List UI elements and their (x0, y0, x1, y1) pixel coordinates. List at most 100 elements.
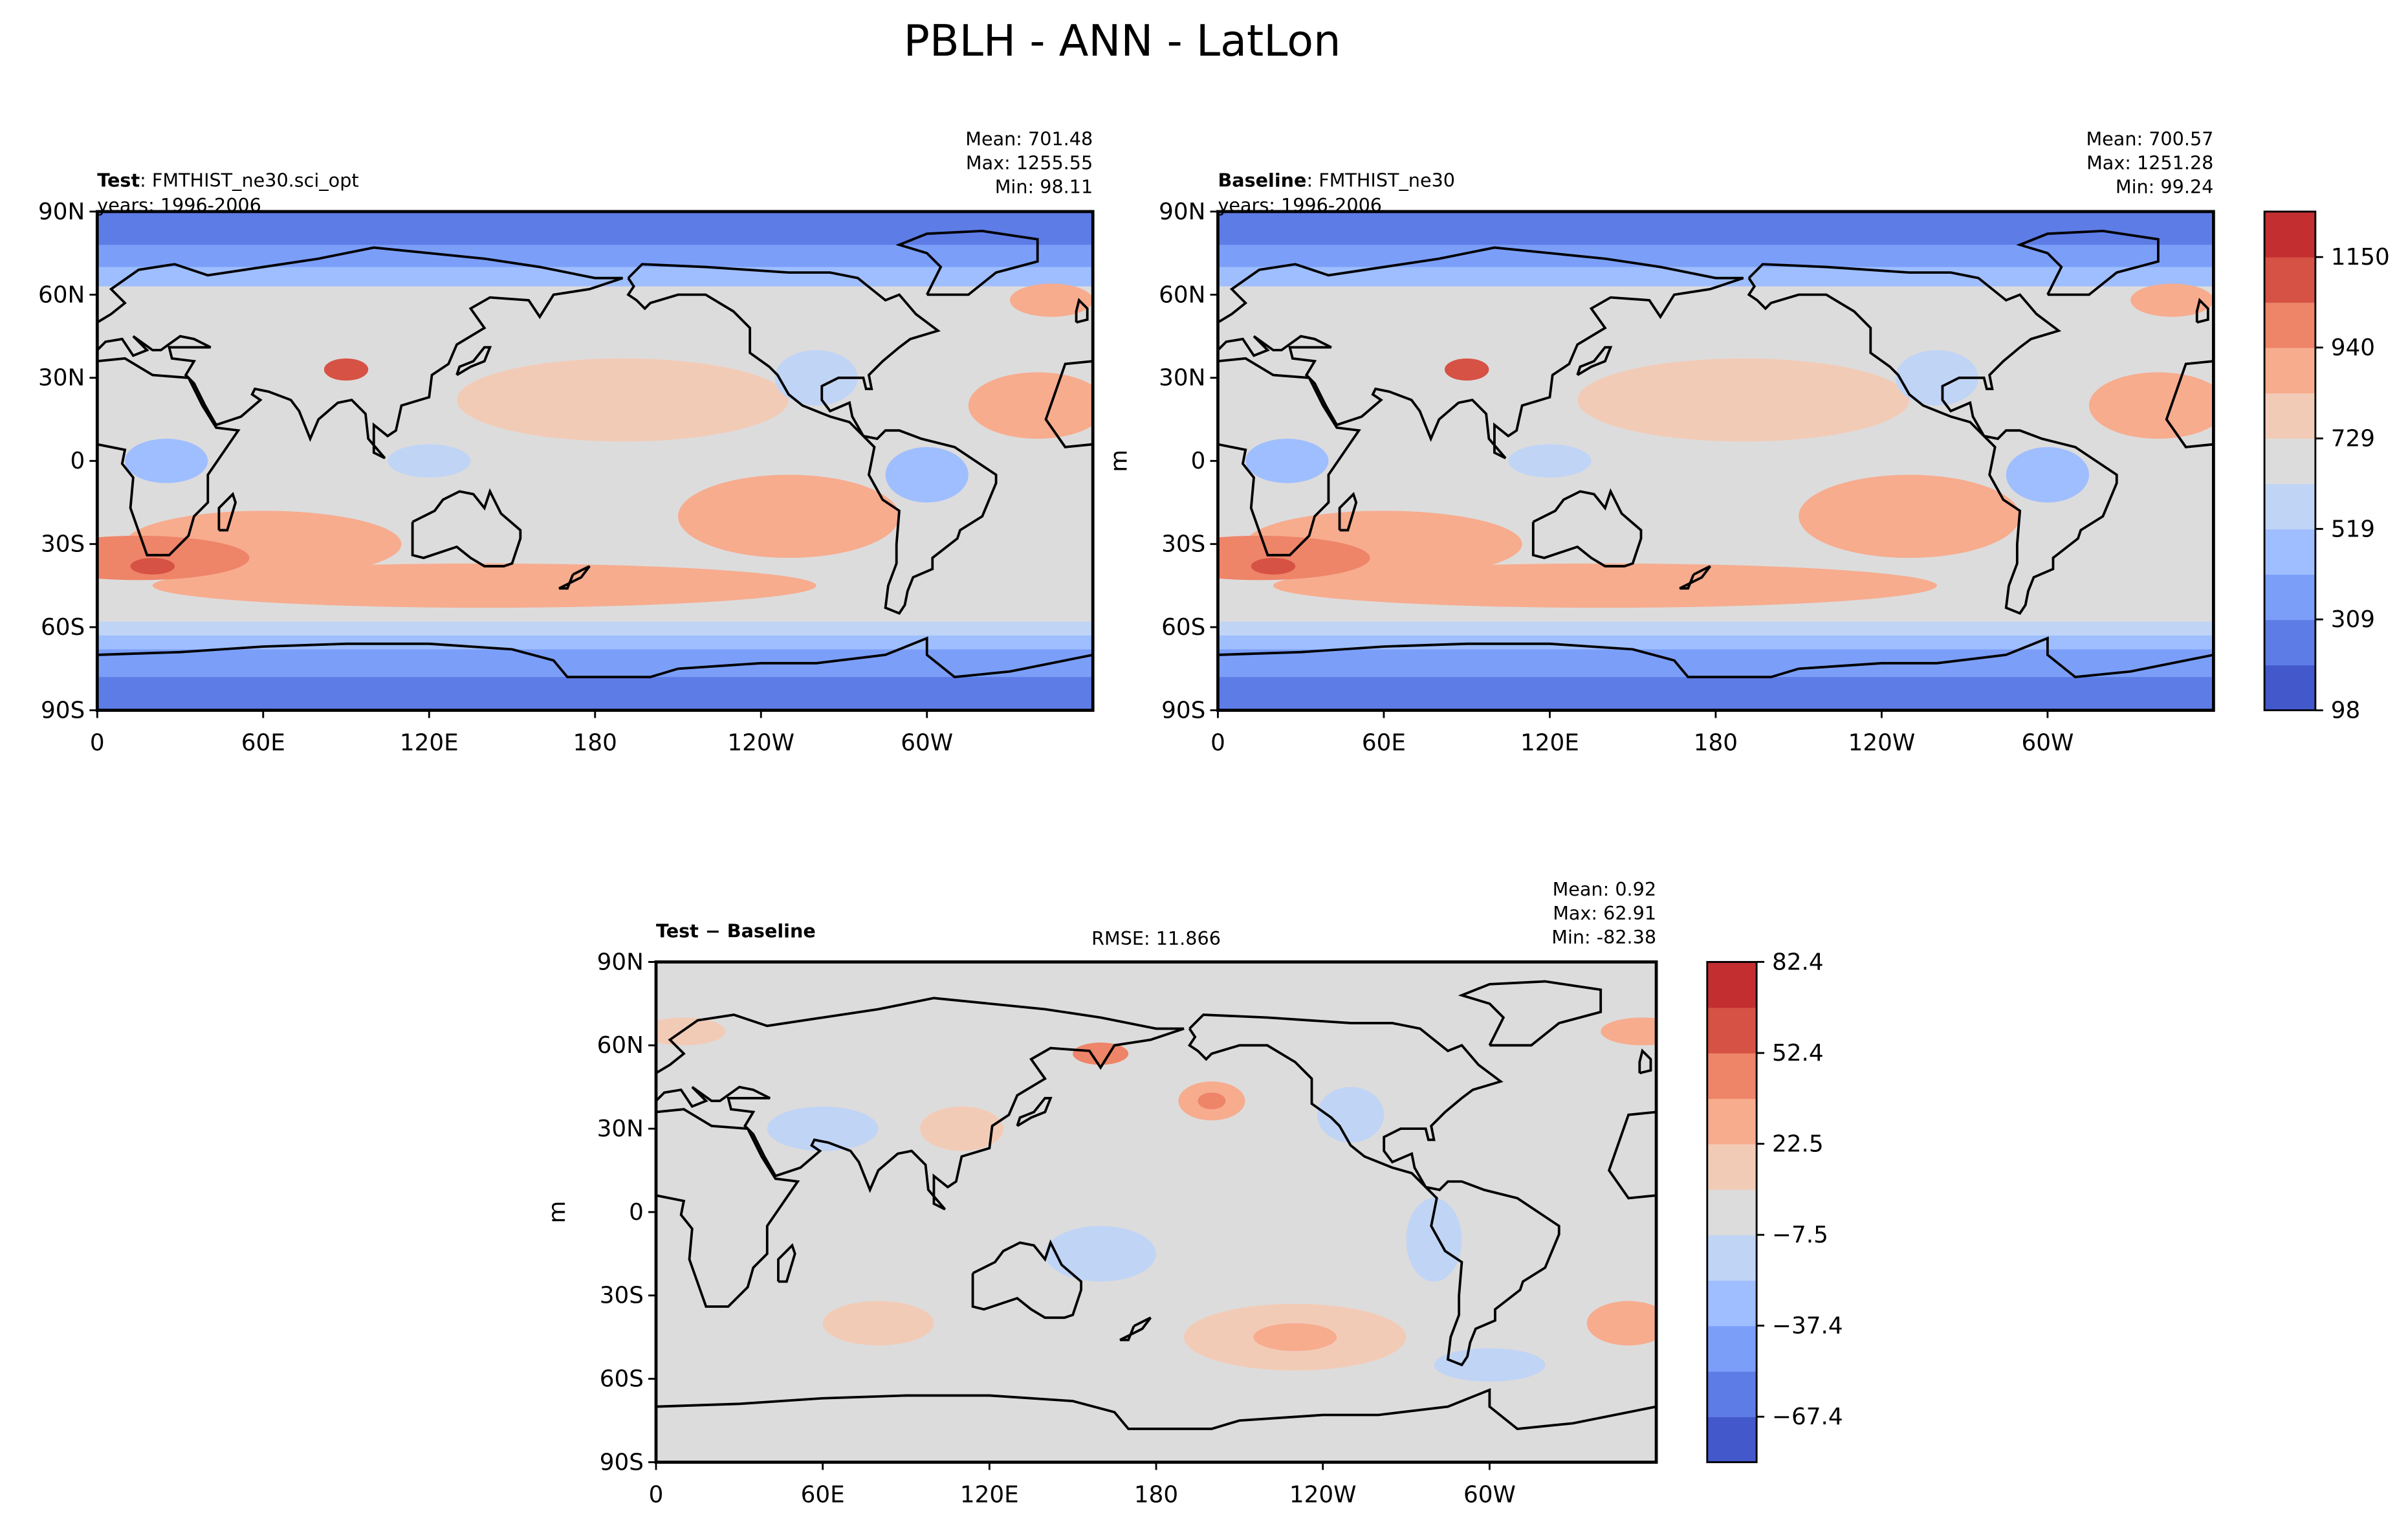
coastline (411, 488, 522, 568)
colorbar-band (2264, 665, 2315, 711)
colorbar-band (2264, 393, 2315, 439)
colorbar-band (1707, 962, 1757, 1008)
coastline (1531, 488, 1643, 568)
colorbar-tick-label: −37.4 (1772, 1312, 1843, 1339)
coastline (656, 1388, 1657, 1430)
coastline (777, 1242, 796, 1283)
field-blob (1577, 358, 1910, 442)
colorbar-tick-label: 729 (2331, 425, 2375, 452)
colorbar-band (2264, 438, 2315, 484)
colorbar-band (2264, 483, 2315, 530)
coastline (1218, 636, 2214, 679)
y-tick-label: 90N (38, 199, 85, 225)
coastline (656, 1108, 800, 1308)
field-blob (1434, 1348, 1546, 1382)
y-tick-label: 0 (629, 1199, 644, 1226)
x-tick-label: 180 (1134, 1482, 1178, 1508)
map-field (1218, 211, 2214, 711)
map-stat: Mean: 701.48 (965, 127, 1093, 149)
map-label: Test − Baseline (656, 920, 816, 942)
colorbar-tick-label: 309 (2331, 606, 2375, 633)
y-tick-label: 0 (1191, 448, 1206, 474)
colorbar-band (2264, 256, 2315, 303)
coastline (2195, 298, 2209, 324)
map-case: : FMTHIST_ne30 (1306, 170, 1455, 192)
colorbar-band (1707, 1325, 1757, 1372)
coastline (895, 229, 1039, 296)
coastline (1075, 298, 1089, 324)
x-tick-label: 0 (90, 730, 105, 756)
y-tick-label: 30N (1159, 365, 1205, 392)
field-band (1218, 621, 2214, 635)
map-rmse: RMSE: 11.866 (1091, 927, 1221, 949)
units-label: m (1106, 450, 1133, 472)
field-blob (678, 474, 899, 558)
field-blob (1508, 444, 1592, 478)
colorbar-band (1707, 1189, 1757, 1235)
y-tick-label: 90S (41, 698, 85, 724)
coastline (1218, 246, 1744, 459)
coastline (1607, 1110, 1657, 1200)
colorbar-band (2264, 211, 2315, 258)
field-blob (767, 1106, 879, 1151)
colorbar-tick-label: 52.4 (1772, 1040, 1824, 1066)
field-band (97, 635, 1093, 650)
colorbar-tick-label: 519 (2331, 516, 2375, 542)
field-blob (1245, 438, 1329, 483)
x-tick-label: 60W (901, 730, 953, 756)
colorbar-band (1707, 1143, 1757, 1190)
y-tick-label: 60N (597, 1032, 644, 1059)
colorbar-tick-label: −67.4 (1772, 1404, 1843, 1430)
map-name: Baseline (1218, 170, 1306, 192)
map-stat: Mean: 700.57 (2086, 127, 2213, 149)
coastline (656, 997, 1185, 1211)
x-tick-label: 120E (1520, 730, 1579, 756)
x-tick-label: 0 (649, 1482, 664, 1508)
field-blob (1445, 358, 1489, 381)
field-blob (968, 372, 1093, 439)
map-stat: Min: 98.11 (995, 175, 1093, 197)
field-blob (323, 358, 369, 381)
y-tick-label: 30S (1161, 531, 1205, 558)
y-tick-label: 90S (600, 1449, 644, 1475)
coastline (971, 1239, 1082, 1320)
colorbar-band (1707, 1235, 1757, 1281)
coastline (455, 346, 492, 377)
coastline (217, 492, 237, 532)
y-tick-label: 30S (41, 531, 85, 558)
coastline (626, 263, 998, 615)
field-blob (130, 558, 175, 575)
field-blob (1799, 474, 2020, 558)
coastline (2016, 229, 2160, 296)
y-tick-label: 60S (41, 614, 85, 641)
x-tick-label: 120W (1848, 730, 1916, 756)
y-tick-label: 60S (1161, 614, 1205, 641)
colorbar-tick-label: 82.4 (1772, 949, 1824, 975)
y-tick-label: 90N (597, 949, 644, 975)
coastline (558, 565, 591, 590)
field-blob (2006, 447, 2090, 503)
x-tick-label: 120W (727, 730, 794, 756)
y-tick-label: 60S (600, 1366, 644, 1393)
colorbar-band (1707, 1417, 1757, 1463)
coastline (1638, 1048, 1652, 1075)
field-blob (1406, 1198, 1462, 1282)
field-blob (1253, 1323, 1337, 1351)
y-tick-label: 30S (600, 1283, 644, 1309)
field-blob (125, 438, 208, 483)
map-years: years: 1996-2006 (97, 194, 261, 216)
field-blob (388, 444, 471, 478)
field-blob (2130, 283, 2214, 317)
figure-title: PBLH - ANN - LatLon (904, 16, 1341, 66)
x-tick-label: 120E (960, 1482, 1019, 1508)
colorbar-band (1707, 1280, 1757, 1327)
coastline (2165, 360, 2214, 448)
field-band (1218, 211, 2214, 245)
x-tick-label: 120E (400, 730, 459, 756)
x-tick-label: 0 (1210, 730, 1225, 756)
y-tick-label: 0 (70, 448, 85, 474)
field-blob (1586, 1301, 1657, 1346)
field-blob (774, 349, 858, 406)
colorbar-tick-label: 98 (2331, 698, 2361, 724)
colorbar-tick-label: 22.5 (1772, 1131, 1824, 1157)
